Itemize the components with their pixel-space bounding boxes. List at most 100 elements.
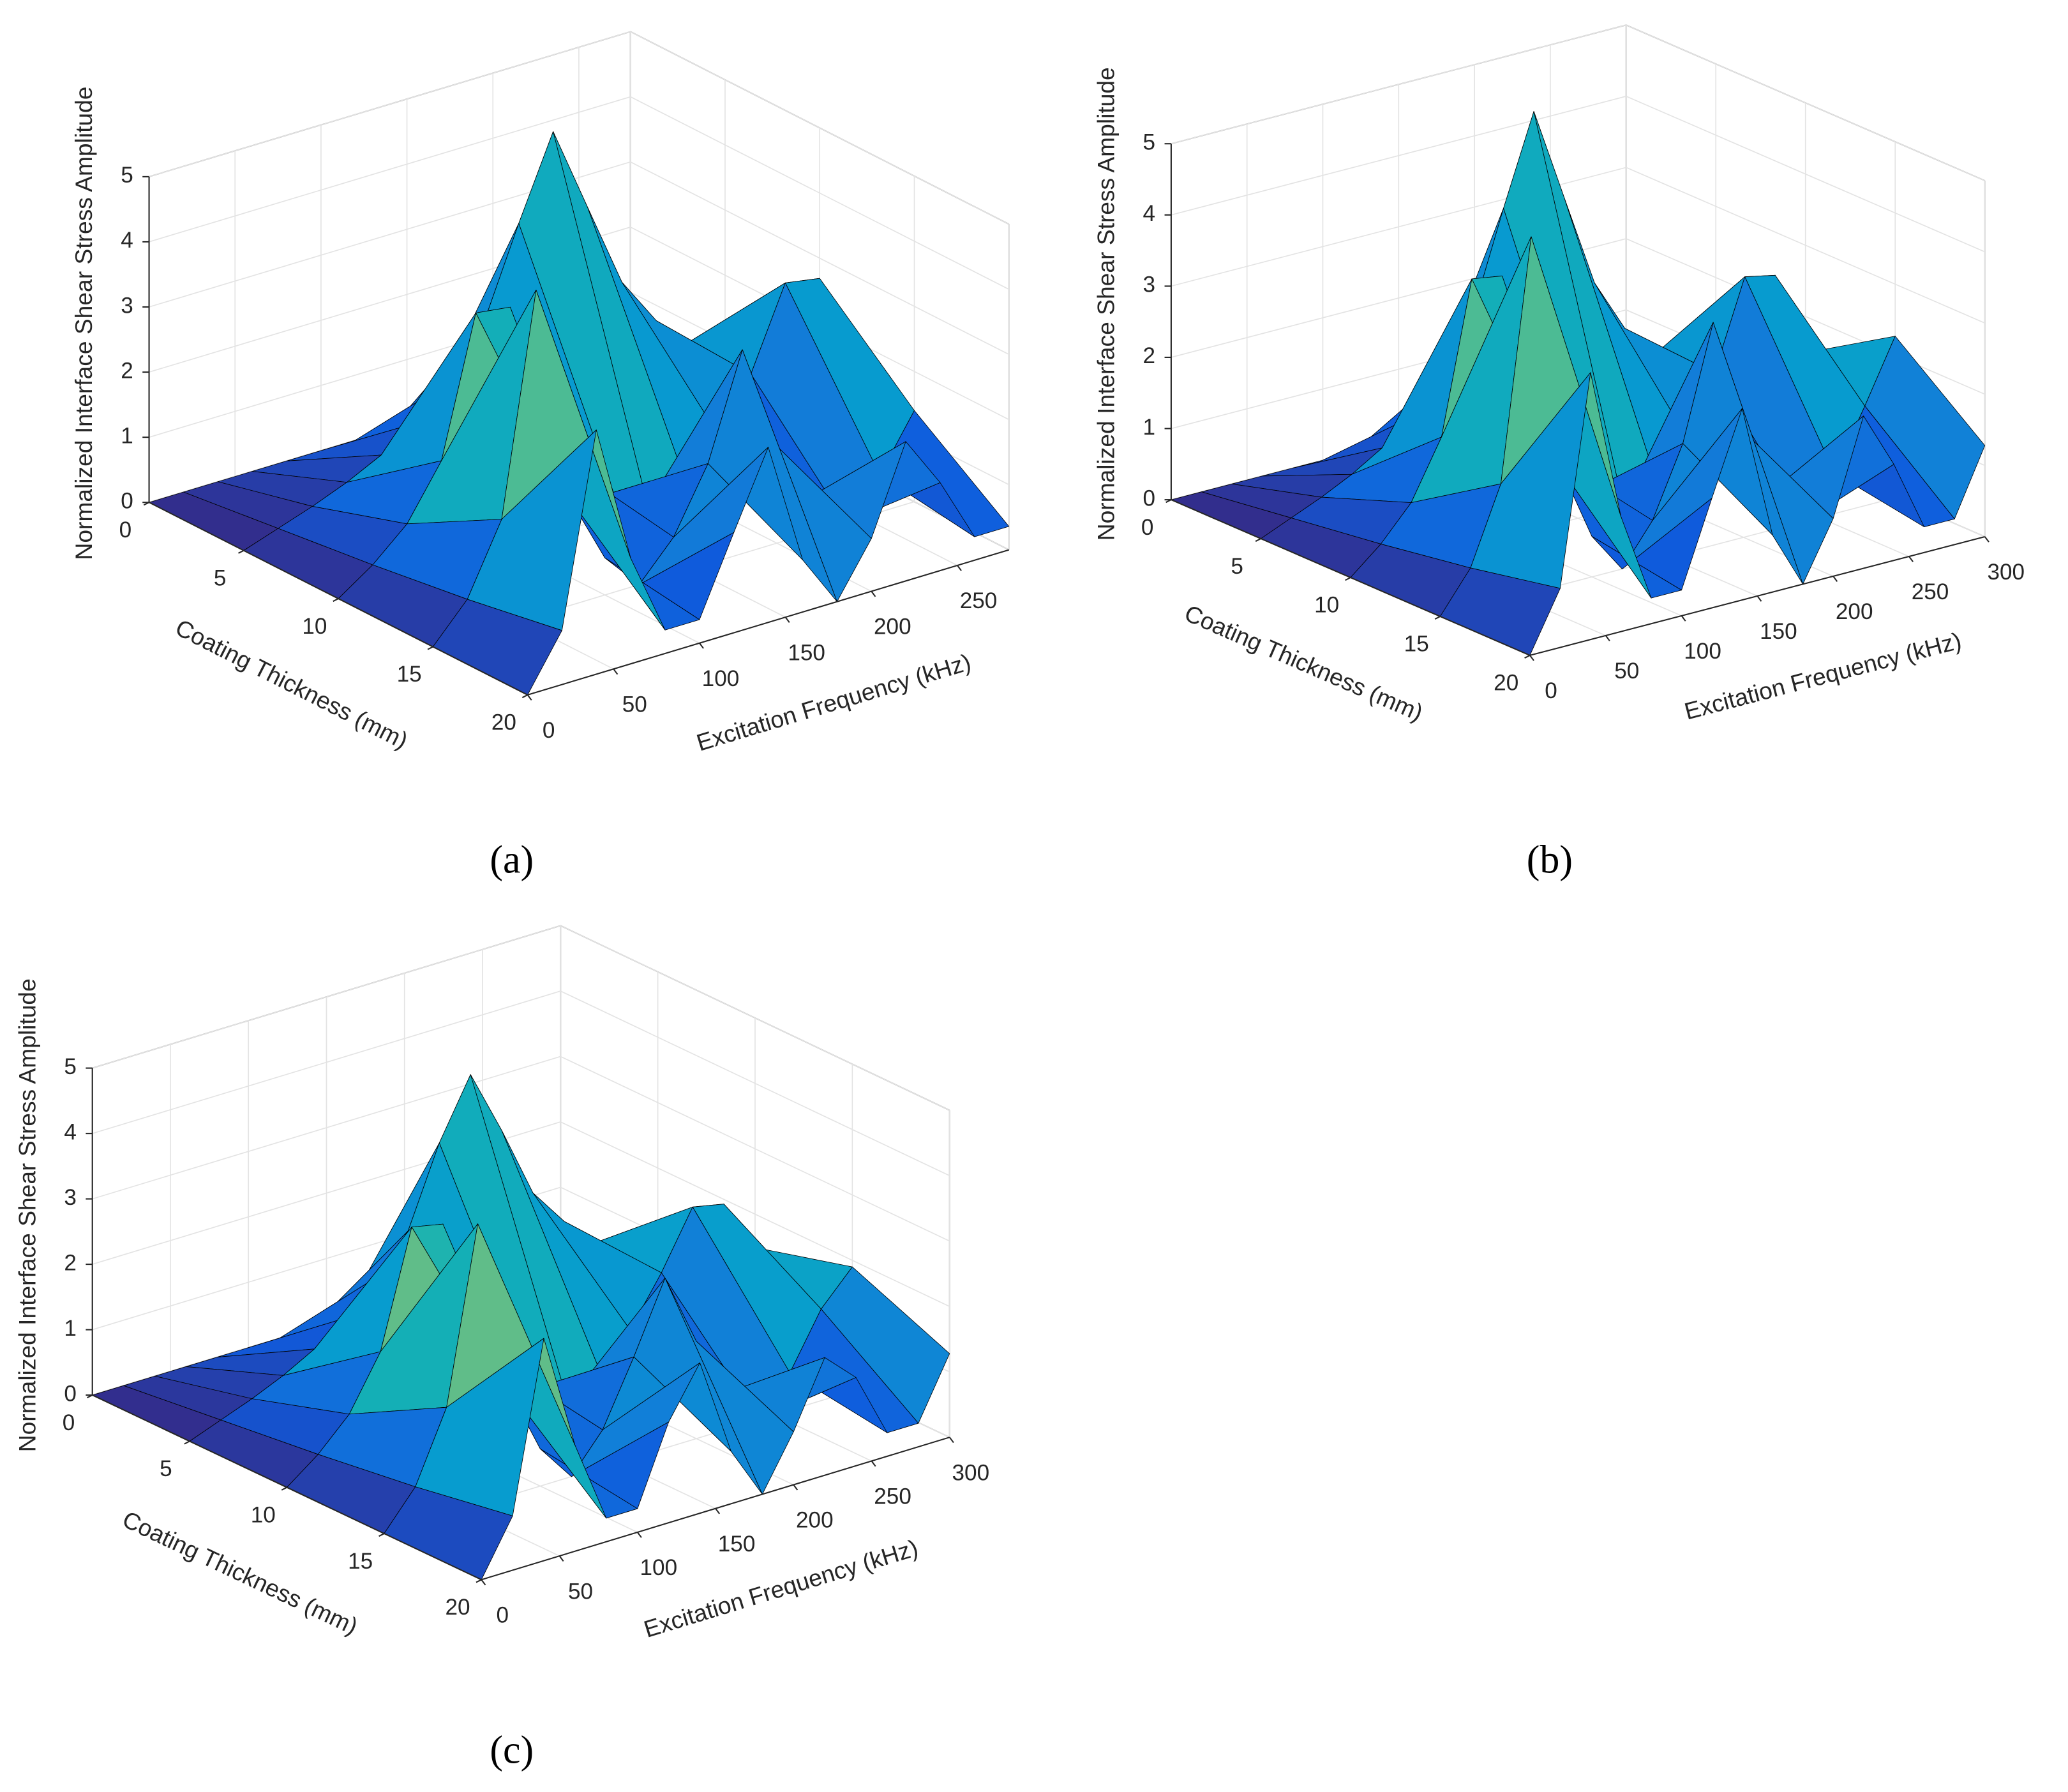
y-tick-label: 0: [119, 518, 132, 542]
y-tick-label: 15: [397, 662, 422, 687]
x-tick: [1984, 536, 1989, 542]
x-tick-label: 300: [952, 1460, 990, 1485]
x-tick-label: 50: [1614, 659, 1639, 683]
grid-line: [630, 161, 1010, 355]
grid-line: [630, 31, 1010, 225]
z-tick-label: 3: [121, 293, 133, 318]
grid-line: [1171, 24, 1626, 145]
x-tick: [1832, 576, 1838, 582]
x-tick: [957, 565, 962, 571]
x-axis-title: Excitation Frequency (kHz): [1682, 627, 1965, 724]
grid-line: [92, 925, 561, 1069]
grid-line: [1626, 167, 1986, 324]
grid-line: [1171, 96, 1626, 216]
y-tick: [427, 646, 433, 650]
y-tick-label: 20: [1494, 671, 1518, 696]
x-tick-label: 50: [568, 1579, 593, 1604]
x-tick: [1681, 615, 1686, 622]
y-tick-label: 0: [1141, 515, 1154, 540]
grid-line: [1626, 96, 1986, 253]
z-tick-label: 3: [1143, 273, 1156, 297]
panel-label: (a): [490, 839, 534, 882]
grid-line: [1626, 24, 1986, 181]
x-tick-label: 50: [622, 692, 647, 717]
x-tick-label: 250: [960, 588, 998, 613]
grid-line: [149, 31, 631, 177]
z-tick-label: 1: [1143, 415, 1156, 440]
x-tick-label: 0: [497, 1602, 509, 1627]
panel-label: (c): [490, 1728, 534, 1772]
y-tick: [184, 1440, 190, 1445]
z-tick-label: 1: [121, 423, 133, 448]
z-tick-label: 0: [121, 489, 133, 514]
grid-line: [92, 1056, 561, 1200]
z-tick-label: 0: [64, 1381, 77, 1406]
y-tick-label: 15: [1404, 632, 1429, 657]
grid-line: [630, 96, 1010, 290]
y-tick-label: 10: [251, 1502, 276, 1527]
x-tick-label: 0: [1545, 678, 1557, 703]
y-tick-label: 20: [491, 710, 516, 735]
x-tick-label: 200: [796, 1508, 834, 1533]
y-tick: [1165, 499, 1172, 504]
y-tick-label: 10: [1314, 593, 1339, 618]
y-tick: [238, 549, 244, 554]
x-tick: [699, 643, 704, 649]
z-tick-label: 1: [64, 1316, 77, 1341]
grid-line: [560, 990, 950, 1176]
x-tick: [1757, 595, 1762, 602]
z-tick-label: 2: [64, 1250, 77, 1275]
y-tick: [281, 1486, 287, 1491]
grid-line: [560, 1121, 950, 1307]
grid-line: [92, 990, 561, 1134]
z-tick-label: 3: [64, 1185, 77, 1210]
panel-label: (b): [1527, 839, 1573, 882]
x-tick: [558, 1555, 564, 1562]
x-tick-label: 100: [702, 666, 740, 691]
y-axis-title: Coating Thickness (mm): [119, 1505, 362, 1639]
x-tick: [481, 1579, 486, 1586]
z-tick-label: 5: [64, 1054, 77, 1079]
x-axis-title: Excitation Frequency (kHz): [693, 648, 974, 756]
z-tick-label: 4: [121, 228, 133, 253]
y-tick: [1255, 538, 1261, 542]
z-tick-label: 0: [1143, 486, 1156, 511]
grid-line: [149, 96, 631, 243]
x-tick: [793, 1484, 798, 1491]
x-tick-label: 250: [1912, 579, 1949, 604]
x-tick-label: 250: [874, 1484, 911, 1509]
x-tick-label: 150: [788, 640, 825, 665]
z-axis-title: Normalized Interface Shear Stress Amplit…: [70, 87, 97, 560]
y-tick-label: 20: [446, 1595, 470, 1620]
x-tick: [613, 668, 618, 675]
x-axis: [527, 549, 1010, 696]
y-tick-label: 0: [63, 1410, 75, 1435]
x-tick-label: 200: [874, 615, 911, 639]
x-tick: [871, 1460, 876, 1467]
z-tick-label: 2: [121, 358, 133, 383]
y-tick: [378, 1533, 385, 1537]
y-tick: [476, 1579, 482, 1583]
y-axis-title: Coating Thickness (mm): [1181, 599, 1427, 726]
y-axis-title: Coating Thickness (mm): [171, 614, 412, 754]
x-tick: [871, 590, 876, 597]
y-tick: [86, 1394, 93, 1399]
x-tick-label: 0: [543, 718, 555, 743]
x-tick-label: 150: [718, 1532, 756, 1557]
y-tick-label: 5: [214, 565, 227, 590]
y-tick: [143, 502, 150, 506]
x-tick: [636, 1532, 642, 1538]
y-tick: [521, 694, 528, 698]
grid-line: [560, 1056, 950, 1242]
z-axis-title: Normalized Interface Shear Stress Amplit…: [1093, 67, 1120, 541]
z-tick-label: 4: [64, 1119, 77, 1144]
grid-line: [1626, 238, 1986, 395]
y-tick-label: 5: [1231, 554, 1243, 579]
x-tick: [527, 694, 532, 701]
x-tick-label: 150: [1760, 619, 1797, 644]
x-tick: [1605, 635, 1610, 641]
y-tick: [1345, 577, 1351, 581]
z-tick-label: 5: [1143, 130, 1156, 154]
x-tick: [1529, 655, 1534, 661]
